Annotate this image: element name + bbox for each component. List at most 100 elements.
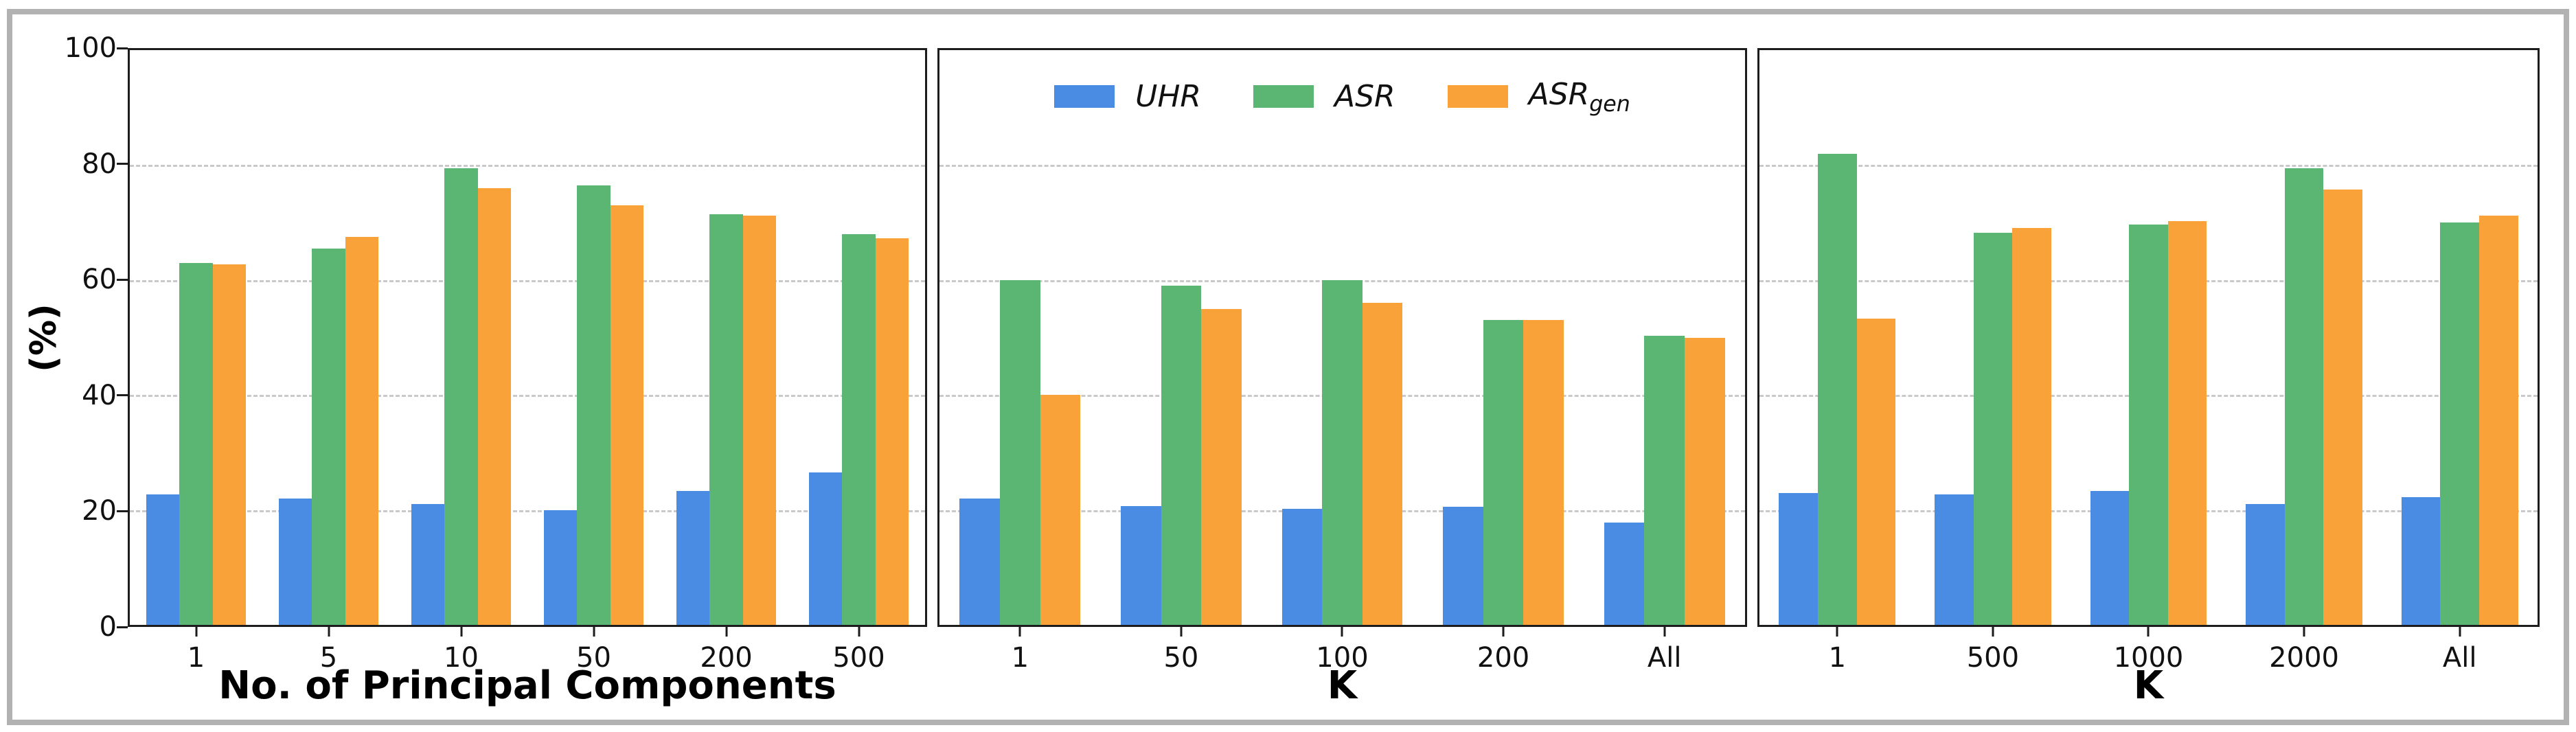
asr-bar	[444, 168, 478, 625]
bar-groups: 1 5 10 50 200 500	[130, 50, 925, 674]
x-tick-label: 1000	[2113, 642, 2184, 674]
x-tick-label: 500	[832, 642, 885, 674]
gridline-80	[130, 165, 925, 168]
bar-cluster	[793, 50, 925, 625]
asr-bar	[2440, 222, 2479, 625]
y-tick-label: 40	[82, 379, 117, 411]
bar-group: 2000	[2226, 50, 2382, 674]
asr-bar	[1973, 233, 2013, 625]
gridline-60	[130, 279, 925, 282]
asrgen-bar	[2167, 220, 2207, 625]
y-tick-mark	[117, 47, 128, 49]
legend-item-asr-gen: ASRgen	[1447, 77, 1630, 117]
asrgen-bar	[1523, 320, 1564, 625]
bar-cluster	[939, 50, 1101, 625]
x-tick-mark	[2303, 627, 2305, 637]
uhr-bar	[959, 498, 1000, 625]
bar-group: All	[2382, 50, 2538, 674]
bar-cluster	[527, 50, 660, 625]
bar-group: 10	[395, 50, 527, 674]
y-axis: 0 20 40 60 80 100	[0, 0, 128, 732]
bar-cluster	[2226, 50, 2382, 625]
x-axis-title: K	[2133, 663, 2164, 708]
x-tick-label: 50	[576, 642, 611, 674]
asrgen-bar	[2478, 216, 2518, 625]
chart-panel-2: 1 50 100 200 All	[937, 48, 1747, 674]
asr-bar	[2129, 224, 2168, 625]
bar-cluster	[1262, 50, 1423, 625]
bar-cluster	[130, 50, 262, 625]
asr-bar	[577, 185, 611, 625]
uhr-bar	[2246, 504, 2285, 625]
uhr-bar	[2090, 490, 2130, 625]
uhr-bar	[1779, 492, 1818, 625]
bar-cluster	[262, 50, 395, 625]
y-tick-mark	[117, 278, 128, 281]
y-tick-mark	[117, 626, 128, 628]
bar-groups: 1 500 1000 2000 All	[1759, 50, 2538, 674]
asrgen-bar	[477, 187, 511, 625]
x-tick-label: 50	[1163, 642, 1199, 674]
x-tick-mark	[1992, 627, 1994, 637]
asrgen-bar	[345, 237, 378, 625]
asr-bar	[179, 262, 213, 625]
asrgen-bar	[1856, 318, 1896, 625]
x-tick-mark	[1502, 627, 1505, 637]
gridline-80	[939, 165, 1745, 168]
uhr-bar	[1443, 507, 1483, 625]
uhr-bar	[544, 510, 578, 625]
bar-group: 1	[1759, 50, 1915, 674]
asr-bar	[1322, 279, 1363, 625]
y-tick-label: 0	[99, 611, 117, 643]
asrgen-bar	[1684, 337, 1725, 625]
legend-label-asr-gen: ASRgen	[1528, 77, 1630, 117]
asr-bar	[1483, 320, 1524, 625]
legend-item-asr: ASR	[1253, 79, 1395, 114]
bar-cluster	[395, 50, 527, 625]
asrgen-bar	[1201, 308, 1242, 625]
bar-cluster	[660, 50, 793, 625]
asrgen-bar	[875, 238, 909, 625]
chart-panel-1: 1 5 10 50 200 500	[128, 48, 927, 674]
bar-group: 500	[1915, 50, 2071, 674]
bar-group: 1	[130, 50, 262, 674]
bar-cluster	[1101, 50, 1262, 625]
x-tick-mark	[593, 627, 595, 637]
x-tick-label: 200	[1477, 642, 1530, 674]
uhr-bar	[1604, 523, 1645, 625]
legend: UHR ASR ASRgen	[937, 77, 1747, 117]
asr-bar	[709, 214, 743, 625]
x-tick-label: 200	[700, 642, 753, 674]
y-tick-label: 100	[64, 32, 117, 64]
asrgen-bar	[1362, 303, 1403, 625]
asrgen-bar	[742, 216, 776, 625]
x-tick-mark	[460, 627, 462, 637]
legend-label-uhr: UHR	[1135, 79, 1201, 115]
x-tick-mark	[1341, 627, 1343, 637]
asrgen-bar	[212, 264, 246, 625]
x-tick-mark	[2147, 627, 2150, 637]
x-tick-mark	[725, 627, 727, 637]
bar-group: 50	[1101, 50, 1262, 674]
legend-item-uhr: UHR	[1054, 79, 1201, 114]
asr-bar	[2284, 168, 2324, 625]
bar-group: 1	[939, 50, 1101, 674]
y-tick-mark	[117, 394, 128, 397]
asrgen-bar	[610, 205, 643, 625]
x-tick-mark	[195, 627, 197, 637]
uhr-bar	[1934, 494, 1974, 625]
y-tick-mark	[117, 163, 128, 165]
bar-cluster	[2382, 50, 2538, 625]
bar-cluster	[1423, 50, 1584, 625]
bar-cluster	[1759, 50, 1915, 625]
x-tick-mark	[1018, 627, 1021, 637]
asr-bar	[1644, 336, 1685, 625]
bar-cluster	[1584, 50, 1745, 625]
gridline-40	[130, 395, 925, 398]
x-tick-mark	[328, 627, 330, 637]
chart-panel-3: 1 500 1000 2000 All	[1757, 48, 2540, 674]
asr-bar	[1817, 153, 1857, 625]
x-tick-label: All	[1647, 642, 1682, 674]
x-tick-mark	[1663, 627, 1666, 637]
